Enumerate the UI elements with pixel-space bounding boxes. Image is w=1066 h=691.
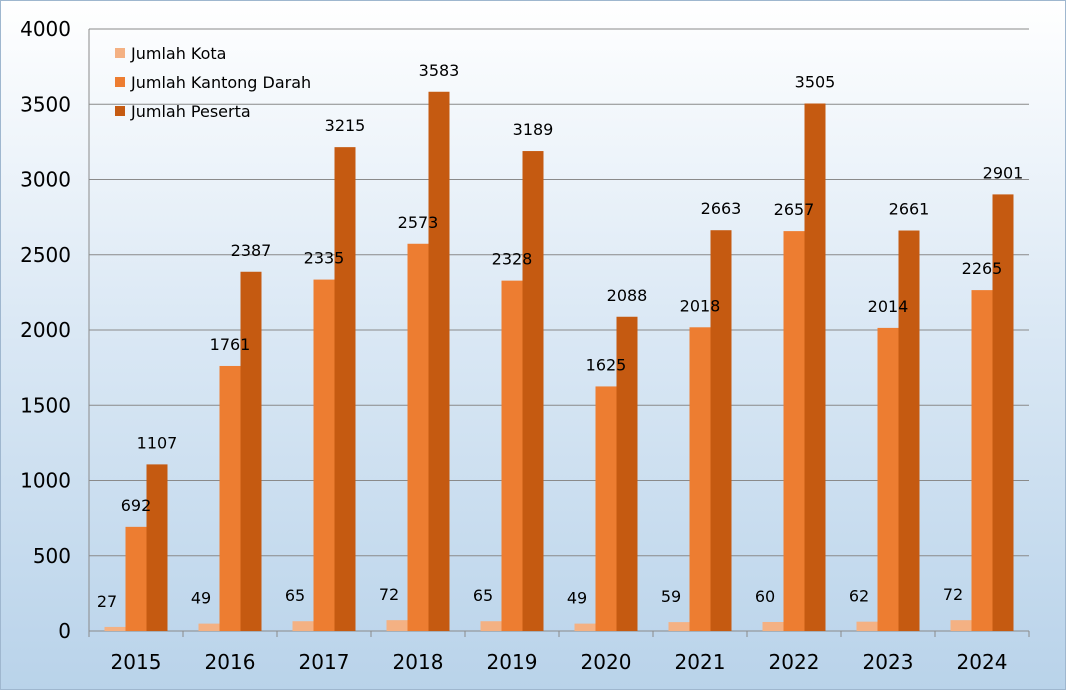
data-label: 2661 — [889, 200, 930, 219]
bar-jumlah-kota — [292, 621, 314, 631]
legend-swatch — [115, 106, 125, 116]
bar-jumlah-peserta — [804, 103, 826, 631]
data-label: 2387 — [231, 241, 272, 260]
legend-swatch — [115, 77, 125, 87]
data-label: 49 — [191, 589, 211, 608]
bar-jumlah-kota — [104, 626, 126, 631]
data-label: 65 — [285, 586, 305, 605]
y-tick-label: 3000 — [20, 168, 71, 192]
y-tick-label: 2500 — [20, 243, 71, 267]
bar-jumlah-kantong-darah — [501, 280, 523, 631]
bar-jumlah-peserta — [710, 230, 732, 631]
x-tick-label: 2018 — [393, 650, 444, 674]
data-label: 3189 — [513, 120, 554, 139]
data-label: 692 — [121, 496, 152, 515]
bar-jumlah-kantong-darah — [595, 386, 617, 631]
bar-jumlah-kota — [386, 620, 408, 631]
x-tick-label: 2024 — [957, 650, 1008, 674]
data-label: 65 — [473, 586, 493, 605]
x-tick-label: 2021 — [675, 650, 726, 674]
legend: Jumlah Kota Jumlah Kantong Darah Jumlah Pe… — [115, 44, 311, 121]
data-label: 2088 — [607, 286, 648, 305]
bar-jumlah-kota — [950, 620, 972, 631]
data-label: 2901 — [983, 163, 1024, 182]
x-tick-label: 2016 — [205, 650, 256, 674]
data-label: 3583 — [419, 61, 460, 80]
data-label: 3215 — [325, 116, 366, 135]
y-tick-label: 0 — [58, 619, 71, 643]
data-label: 59 — [661, 587, 681, 606]
y-tick-label: 1000 — [20, 469, 71, 493]
legend-label: Jumlah Peserta — [130, 102, 251, 121]
bar-jumlah-kantong-darah — [877, 327, 899, 631]
data-label: 2265 — [962, 259, 1003, 278]
data-label: 1625 — [586, 355, 627, 374]
data-label: 72 — [943, 585, 963, 604]
y-tick-label: 2000 — [20, 318, 71, 342]
bar-jumlah-peserta — [240, 271, 262, 631]
x-tick-label: 2015 — [111, 650, 162, 674]
data-label: 3505 — [795, 72, 836, 91]
bar-jumlah-kota — [198, 623, 220, 631]
bar-jumlah-peserta — [616, 316, 638, 631]
bar-jumlah-kantong-darah — [125, 526, 147, 631]
data-label: 2335 — [304, 249, 345, 268]
legend-label: Jumlah Kota — [130, 44, 226, 63]
data-label: 1107 — [137, 433, 178, 452]
bar-jumlah-kantong-darah — [971, 290, 993, 631]
data-label: 2663 — [701, 199, 742, 218]
y-tick-label: 3500 — [20, 92, 71, 116]
y-tick-label: 500 — [33, 544, 71, 568]
y-tick-label: 1500 — [20, 393, 71, 417]
data-label: 72 — [379, 585, 399, 604]
bar-jumlah-peserta — [898, 230, 920, 631]
x-tick-label: 2017 — [299, 650, 350, 674]
data-label: 2328 — [492, 250, 533, 269]
axes: 0 500 1000 1500 2000 2500 3000 3500 4000 2015 2016… — [20, 17, 1030, 674]
data-label: 2014 — [868, 297, 909, 316]
x-tick-label: 2019 — [487, 650, 538, 674]
x-tick-label: 2023 — [863, 650, 914, 674]
bar-jumlah-kota — [480, 621, 502, 631]
data-labels: 27 692 1107 49 1761 2387 65 2335 3215 72 2573 3583 6… — [97, 61, 1024, 611]
x-tick-label: 2022 — [769, 650, 820, 674]
bar-jumlah-peserta — [334, 147, 356, 631]
bars — [104, 91, 1014, 632]
bar-jumlah-kantong-darah — [689, 327, 711, 631]
data-label: 1761 — [210, 335, 251, 354]
data-label: 27 — [97, 592, 117, 611]
y-tick-label: 4000 — [20, 17, 71, 41]
bar-jumlah-peserta — [428, 91, 450, 632]
data-label: 2657 — [774, 200, 815, 219]
legend-swatch — [115, 48, 125, 58]
data-label: 2018 — [680, 296, 721, 315]
bar-jumlah-kota — [762, 621, 784, 631]
bar-jumlah-kota — [668, 622, 690, 631]
data-label: 62 — [849, 587, 869, 606]
bar-jumlah-kantong-darah — [313, 279, 335, 631]
data-label: 49 — [567, 589, 587, 608]
bar-jumlah-kota — [574, 623, 596, 631]
legend-label: Jumlah Kantong Darah — [130, 73, 311, 92]
bar-jumlah-kantong-darah — [219, 365, 241, 631]
data-label: 2573 — [398, 213, 439, 232]
bar-jumlah-kantong-darah — [407, 243, 429, 632]
bar-jumlah-kota — [856, 621, 878, 631]
data-label: 60 — [755, 587, 775, 606]
bar-jumlah-peserta — [992, 194, 1014, 631]
x-tick-label: 2020 — [581, 650, 632, 674]
bar-jumlah-kantong-darah — [783, 231, 805, 631]
bar-jumlah-peserta — [522, 151, 544, 632]
bar-jumlah-peserta — [146, 464, 168, 631]
